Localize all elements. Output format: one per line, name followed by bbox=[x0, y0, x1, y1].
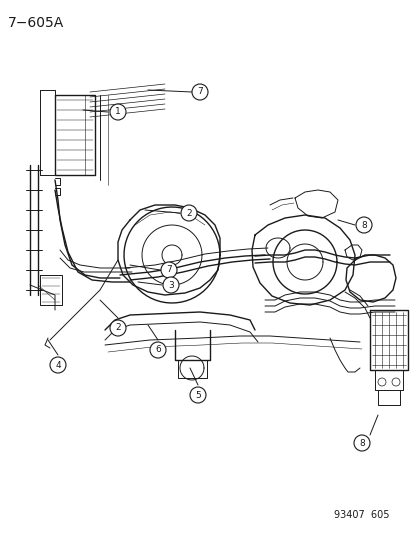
Text: 7: 7 bbox=[197, 87, 202, 96]
Text: 7: 7 bbox=[166, 265, 171, 274]
Circle shape bbox=[50, 357, 66, 373]
Circle shape bbox=[190, 387, 206, 403]
Text: 8: 8 bbox=[358, 439, 364, 448]
Text: 1: 1 bbox=[115, 108, 121, 117]
Text: 2: 2 bbox=[115, 324, 121, 333]
Text: 8: 8 bbox=[360, 221, 366, 230]
Text: 4: 4 bbox=[55, 360, 61, 369]
Circle shape bbox=[161, 262, 177, 278]
Text: 5: 5 bbox=[195, 391, 200, 400]
Text: 2: 2 bbox=[186, 208, 191, 217]
Text: 3: 3 bbox=[168, 280, 173, 289]
Text: 7−605A: 7−605A bbox=[8, 16, 64, 30]
Text: 6: 6 bbox=[155, 345, 161, 354]
Circle shape bbox=[163, 277, 178, 293]
Circle shape bbox=[110, 104, 126, 120]
Circle shape bbox=[353, 435, 369, 451]
Circle shape bbox=[355, 217, 371, 233]
Text: 93407  605: 93407 605 bbox=[334, 510, 389, 520]
Circle shape bbox=[150, 342, 166, 358]
Circle shape bbox=[110, 320, 126, 336]
Circle shape bbox=[180, 205, 197, 221]
Circle shape bbox=[192, 84, 207, 100]
